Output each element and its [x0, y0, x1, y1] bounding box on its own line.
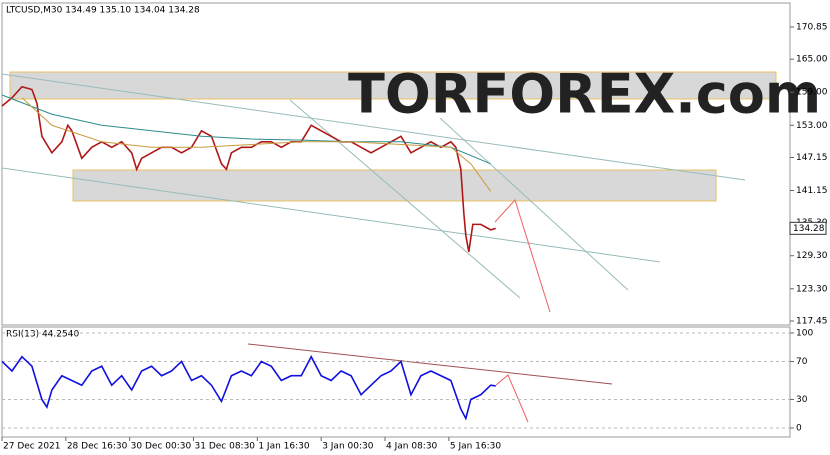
trendline [439, 117, 629, 291]
rsi-panel [1, 326, 791, 438]
x-tick-label: 3 Jan 00:30 [322, 442, 374, 452]
x-tick-label: 5 Jan 16:30 [450, 442, 502, 452]
y-tick-label: 0 [796, 423, 802, 433]
series-line [1, 355, 496, 421]
x-tick-label: 30 Dec 00:30 [131, 442, 192, 452]
forecast-arrow [494, 199, 551, 313]
y-tick-label: 123.30 [796, 284, 828, 294]
y-tick-label: 170.85 [796, 23, 828, 33]
x-tick-label: 28 Dec 16:30 [67, 442, 128, 452]
x-tick-label: 31 Dec 08:30 [195, 442, 256, 452]
series-line [1, 85, 496, 253]
rsi-trendline [247, 343, 613, 385]
y-tick-label: 165.00 [796, 55, 828, 65]
series-line [21, 97, 492, 192]
support-zone [72, 169, 717, 202]
y-tick-label: 147.15 [796, 153, 828, 163]
trendline [289, 99, 521, 299]
price-panel [1, 2, 791, 326]
trendline [1, 73, 746, 181]
x-tick-label: 1 Jan 16:30 [258, 442, 310, 452]
trendline [1, 167, 661, 263]
x-tick-label: 27 Dec 2021 [3, 442, 61, 452]
y-tick-label: 153.00 [796, 121, 828, 131]
series-line [1, 94, 491, 165]
y-tick-label: 70 [796, 357, 808, 367]
chart-title: LTCUSD,M30 134.49 135.10 134.04 134.28 [6, 6, 200, 16]
y-tick-label: 159.00 [796, 88, 828, 98]
y-tick-label: 141.15 [796, 186, 828, 196]
rsi-forecast-arrow [495, 374, 529, 423]
price-tag-label: 134.28 [793, 224, 825, 234]
y-tick-label: 129.30 [796, 251, 828, 261]
logo: TORFOREX.com [348, 63, 821, 126]
y-tick-label: 117.45 [796, 316, 828, 326]
y-tick-label: 100 [796, 328, 813, 338]
resistance-zone [9, 71, 777, 100]
price-tag [789, 221, 827, 235]
y-tick-label: 30 [796, 395, 808, 405]
rsi-title: RSI(13) 44.2540 [6, 330, 79, 340]
x-tick-label: 4 Jan 08:30 [386, 442, 438, 452]
